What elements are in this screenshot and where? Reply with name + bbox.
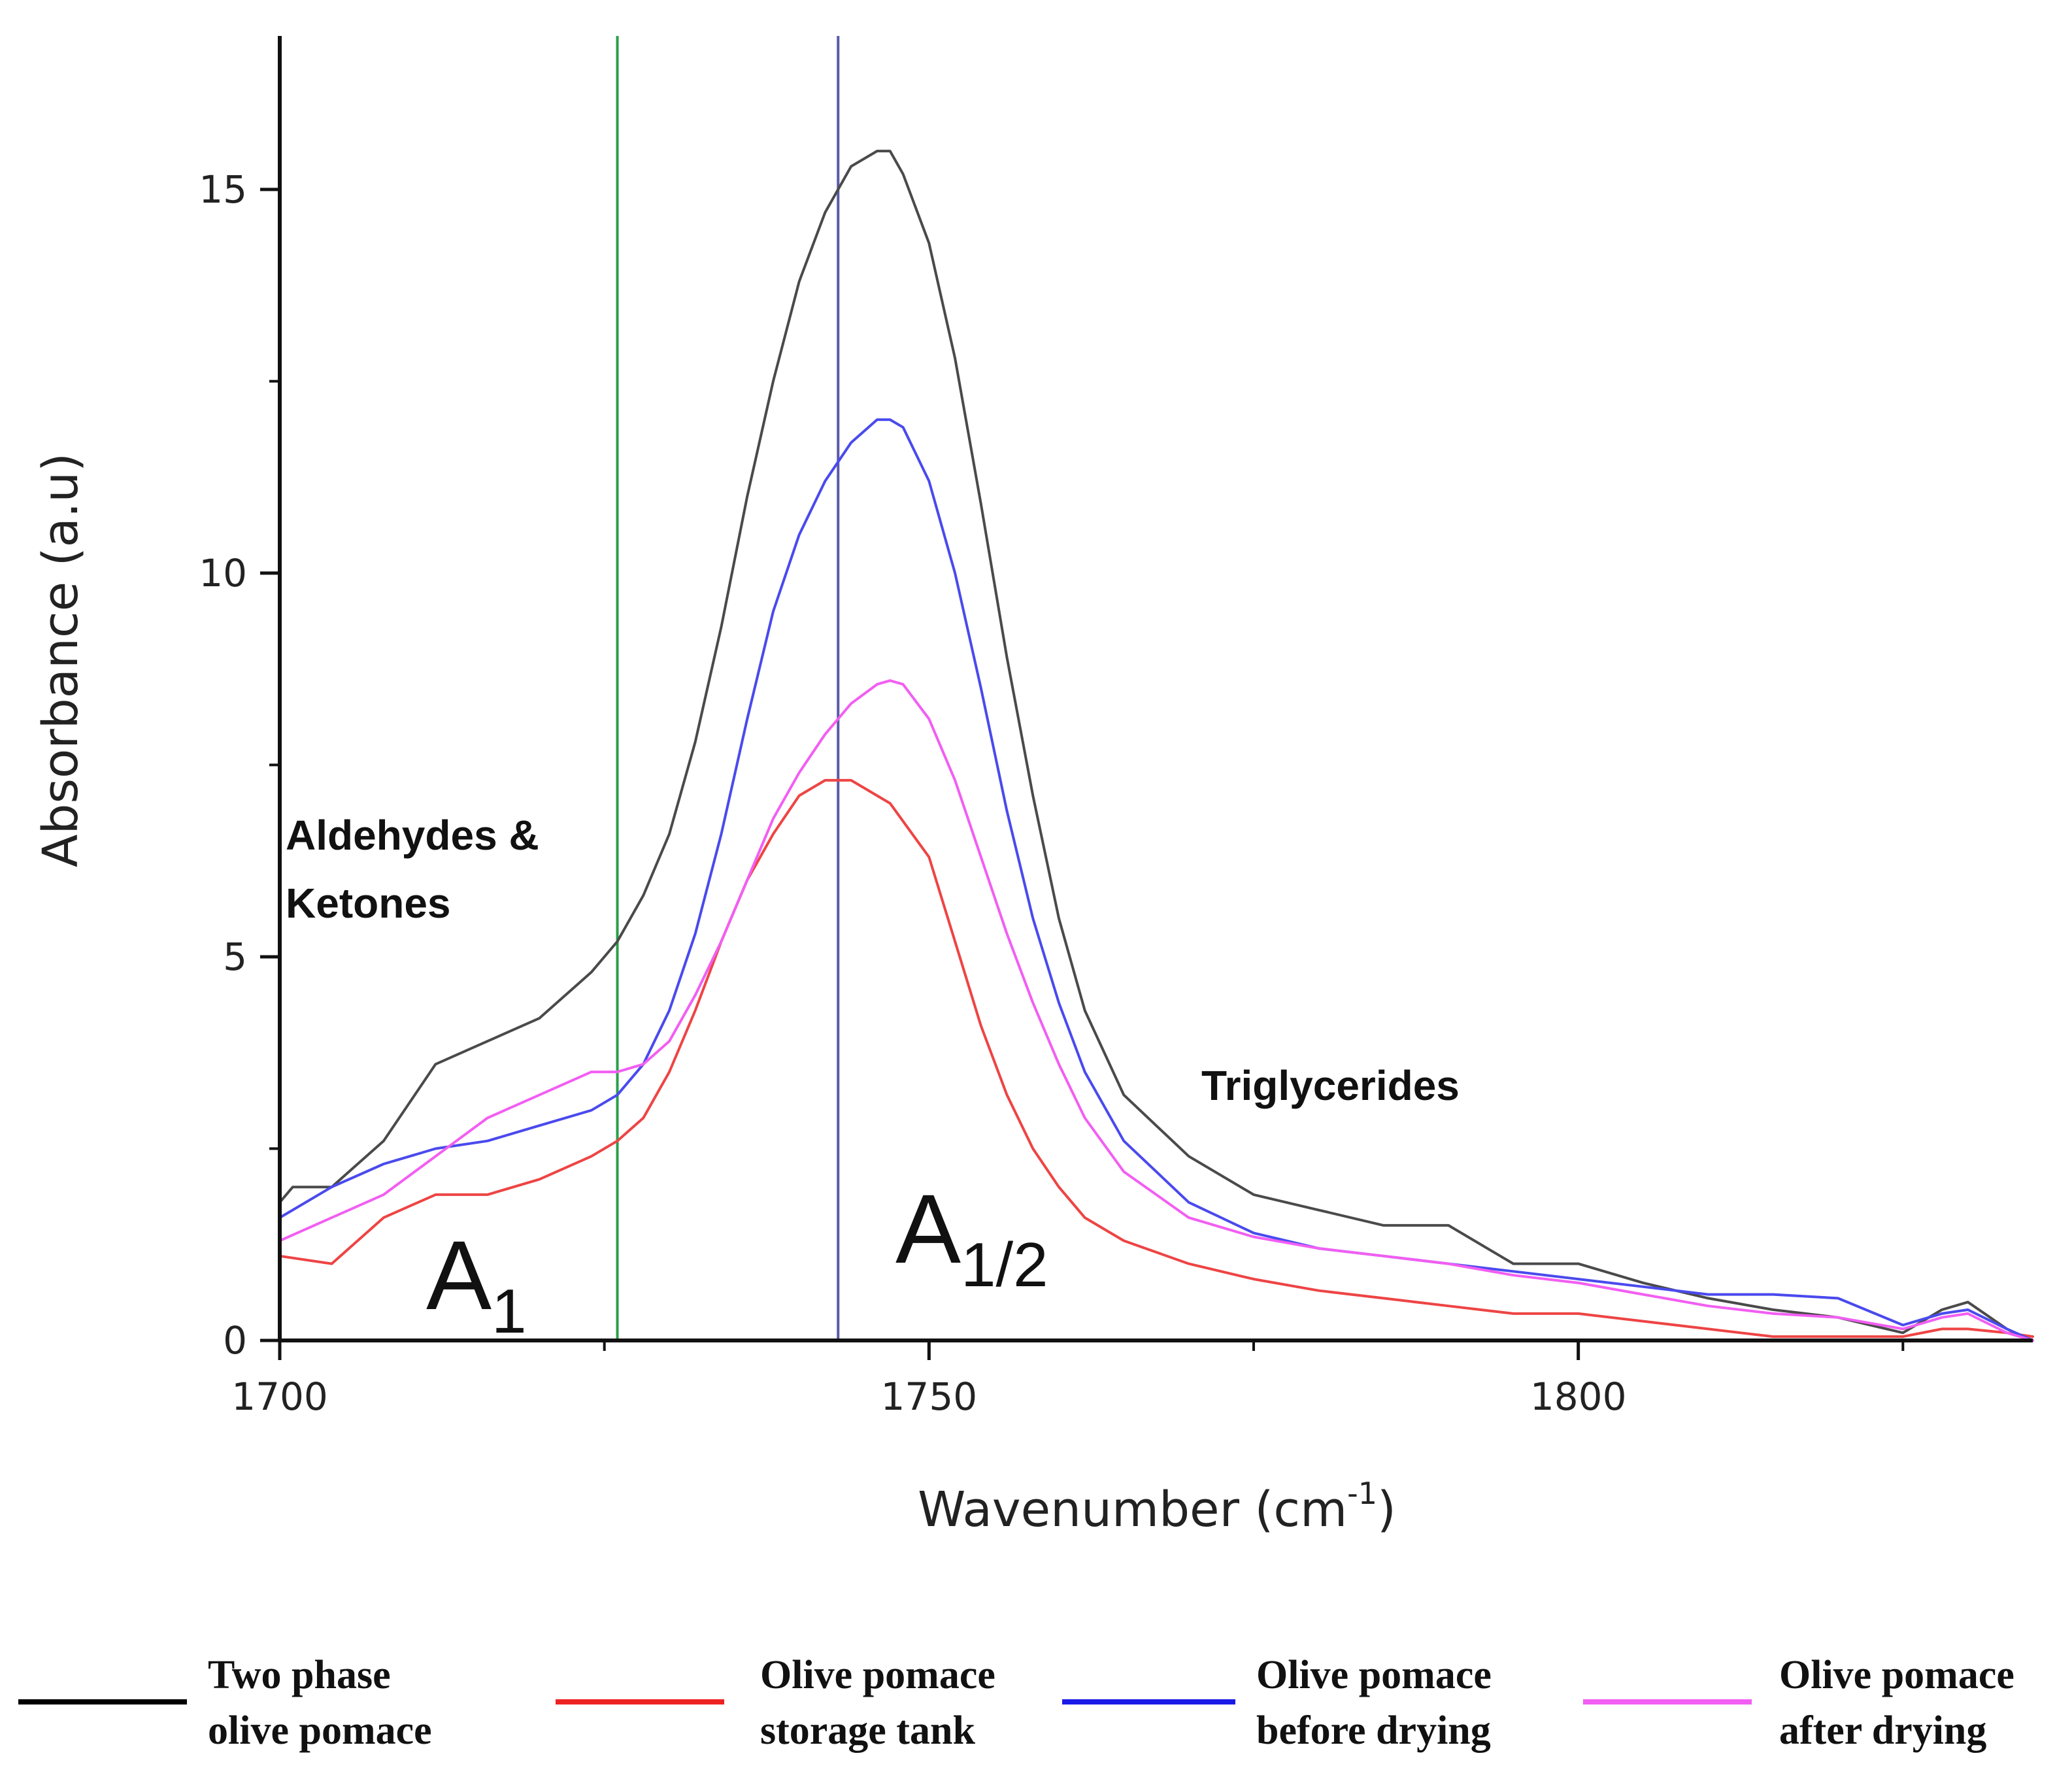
- annotation-a-half: A1/2: [895, 1174, 1048, 1300]
- annotation-aldehydes-line1: Aldehydes &: [286, 812, 539, 859]
- y-tick-label-10: 10: [199, 551, 247, 595]
- x-tick-label-1800: 1800: [1530, 1374, 1627, 1419]
- series-layer: [278, 150, 2034, 1342]
- series-line-4: [278, 679, 2034, 1342]
- series-line-1: [278, 150, 2034, 1342]
- legend-item-2: Olive pomace storage tank: [556, 1653, 995, 1753]
- legend-label-1-line1: Two phase: [208, 1653, 391, 1697]
- legend-label-1-line2: olive pomace: [208, 1708, 432, 1753]
- annotation-triglycerides: Triglycerides: [1201, 1062, 1460, 1109]
- x-axis-title-end: ): [1377, 1482, 1396, 1538]
- annotation-a1-sub: 1: [492, 1276, 526, 1346]
- legend-item-4: Olive pomace after drying: [1583, 1653, 2014, 1753]
- annotation-aldehydes-line2: Ketones: [286, 880, 451, 927]
- x-axis-title: Wavenumber (cm-1): [918, 1476, 1396, 1538]
- x-tick-label-1700: 1700: [231, 1374, 328, 1419]
- legend-label-3-line2: before drying: [1256, 1708, 1491, 1753]
- y-tick-label-15: 15: [199, 167, 247, 212]
- annotation-a1-main: A: [426, 1220, 492, 1330]
- series-line-3: [278, 418, 2034, 1342]
- annotation-a-half-sub: 1/2: [961, 1230, 1048, 1300]
- y-tick-label-0: 0: [223, 1318, 247, 1363]
- legend-label-4-line2: after drying: [1779, 1708, 1986, 1753]
- x-axis-title-text: Wavenumber (cm: [918, 1482, 1347, 1538]
- y-tick-label-5: 5: [223, 935, 247, 979]
- legend-item-3: Olive pomace before drying: [1062, 1653, 1492, 1753]
- y-axis-title: Absorbance (a.u): [33, 453, 89, 867]
- legend-label-4-line1: Olive pomace: [1779, 1653, 2014, 1697]
- x-tick-label-1750: 1750: [881, 1374, 978, 1419]
- x-axis-title-superscript: -1: [1347, 1476, 1377, 1511]
- legend-label-2-line1: Olive pomace: [760, 1653, 995, 1697]
- legend-label-3-line1: Olive pomace: [1256, 1653, 1492, 1697]
- legend: Two phase olive pomace Olive pomace storage…: [18, 1653, 2014, 1753]
- series-line-2: [278, 778, 2034, 1338]
- legend-label-2-line2: storage tank: [760, 1708, 975, 1753]
- ticks-layer: 1700 1750 1800 0 5 10 15: [199, 167, 1905, 1419]
- annotation-a-half-main: A: [895, 1174, 961, 1284]
- annotation-a1: A1: [426, 1220, 526, 1346]
- reference-lines: [616, 36, 840, 1340]
- legend-item-1: Two phase olive pomace: [18, 1653, 432, 1753]
